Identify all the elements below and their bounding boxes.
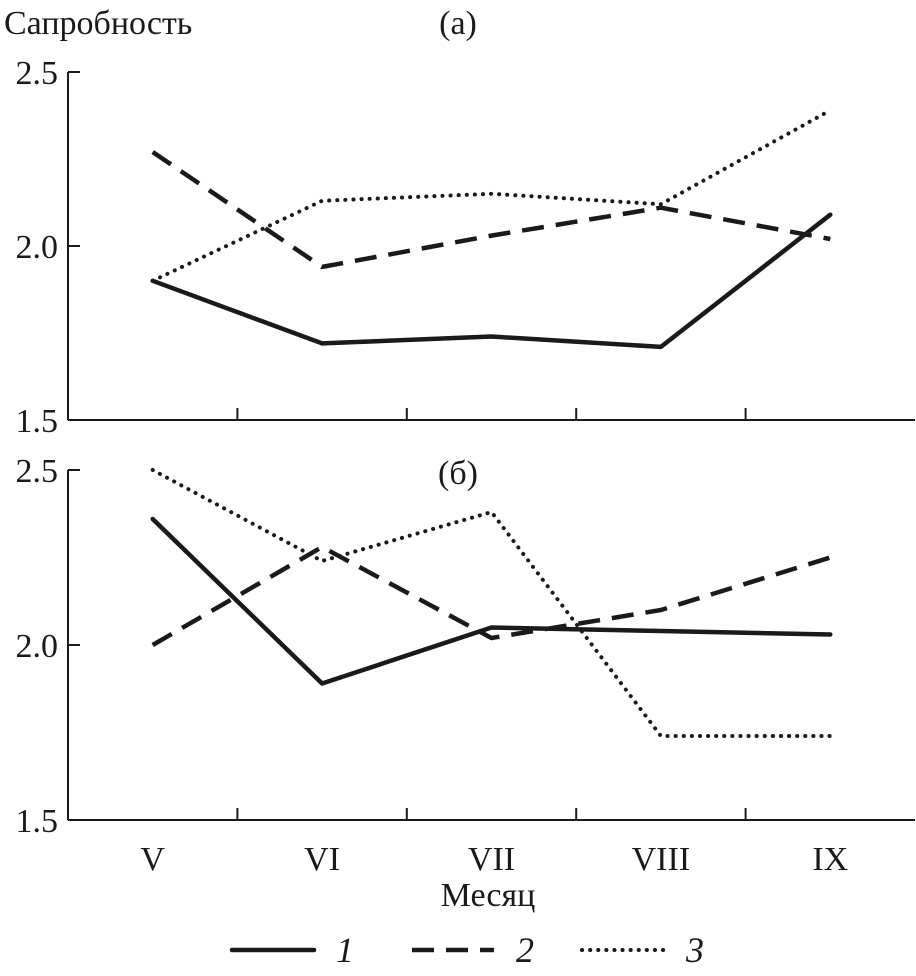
series-3-line — [150, 468, 833, 738]
y-tick-label: 2.5 — [16, 453, 59, 490]
legend-item-3: 3 — [580, 930, 704, 970]
x-tick-label: VI — [304, 841, 340, 878]
panel-1: 2.5 2.0 1.5 (а) — [16, 5, 915, 440]
legend-label: 2 — [516, 930, 534, 970]
series-3-line — [150, 108, 833, 283]
x-axis-title: Месяц — [441, 877, 536, 914]
series-3-point — [491, 512, 492, 513]
series-1-line — [150, 212, 833, 350]
legend-label: 3 — [685, 930, 704, 970]
y-axis-title: Сапробность — [4, 5, 192, 42]
series-2-point — [830, 557, 831, 558]
legend-label: 1 — [336, 930, 354, 970]
series-3-point — [830, 110, 831, 111]
y-tick-label: 2.5 — [16, 55, 59, 92]
y-tick-label: 1.5 — [16, 403, 59, 440]
panel-label: (а) — [439, 5, 477, 42]
panel-2: 2.5 2.0 1.5 (б) — [16, 453, 915, 840]
y-tick-label: 1.5 — [16, 803, 59, 840]
x-tick-label: VII — [468, 841, 515, 878]
series-2-point — [322, 547, 323, 548]
legend-item-2: 2 — [412, 930, 534, 970]
legend-item-1: 1 — [229, 930, 354, 970]
series-2-line — [151, 150, 831, 270]
y-tick-label: 2.0 — [16, 229, 59, 266]
y-tick-label: 2.0 — [16, 628, 59, 665]
panel-label: (б) — [438, 455, 478, 492]
x-tick-label: V — [140, 841, 165, 878]
x-tick-label: IX — [812, 841, 848, 878]
series-1-line — [150, 516, 833, 686]
series-2-line — [151, 544, 831, 647]
x-tick-label: VIII — [632, 841, 691, 878]
